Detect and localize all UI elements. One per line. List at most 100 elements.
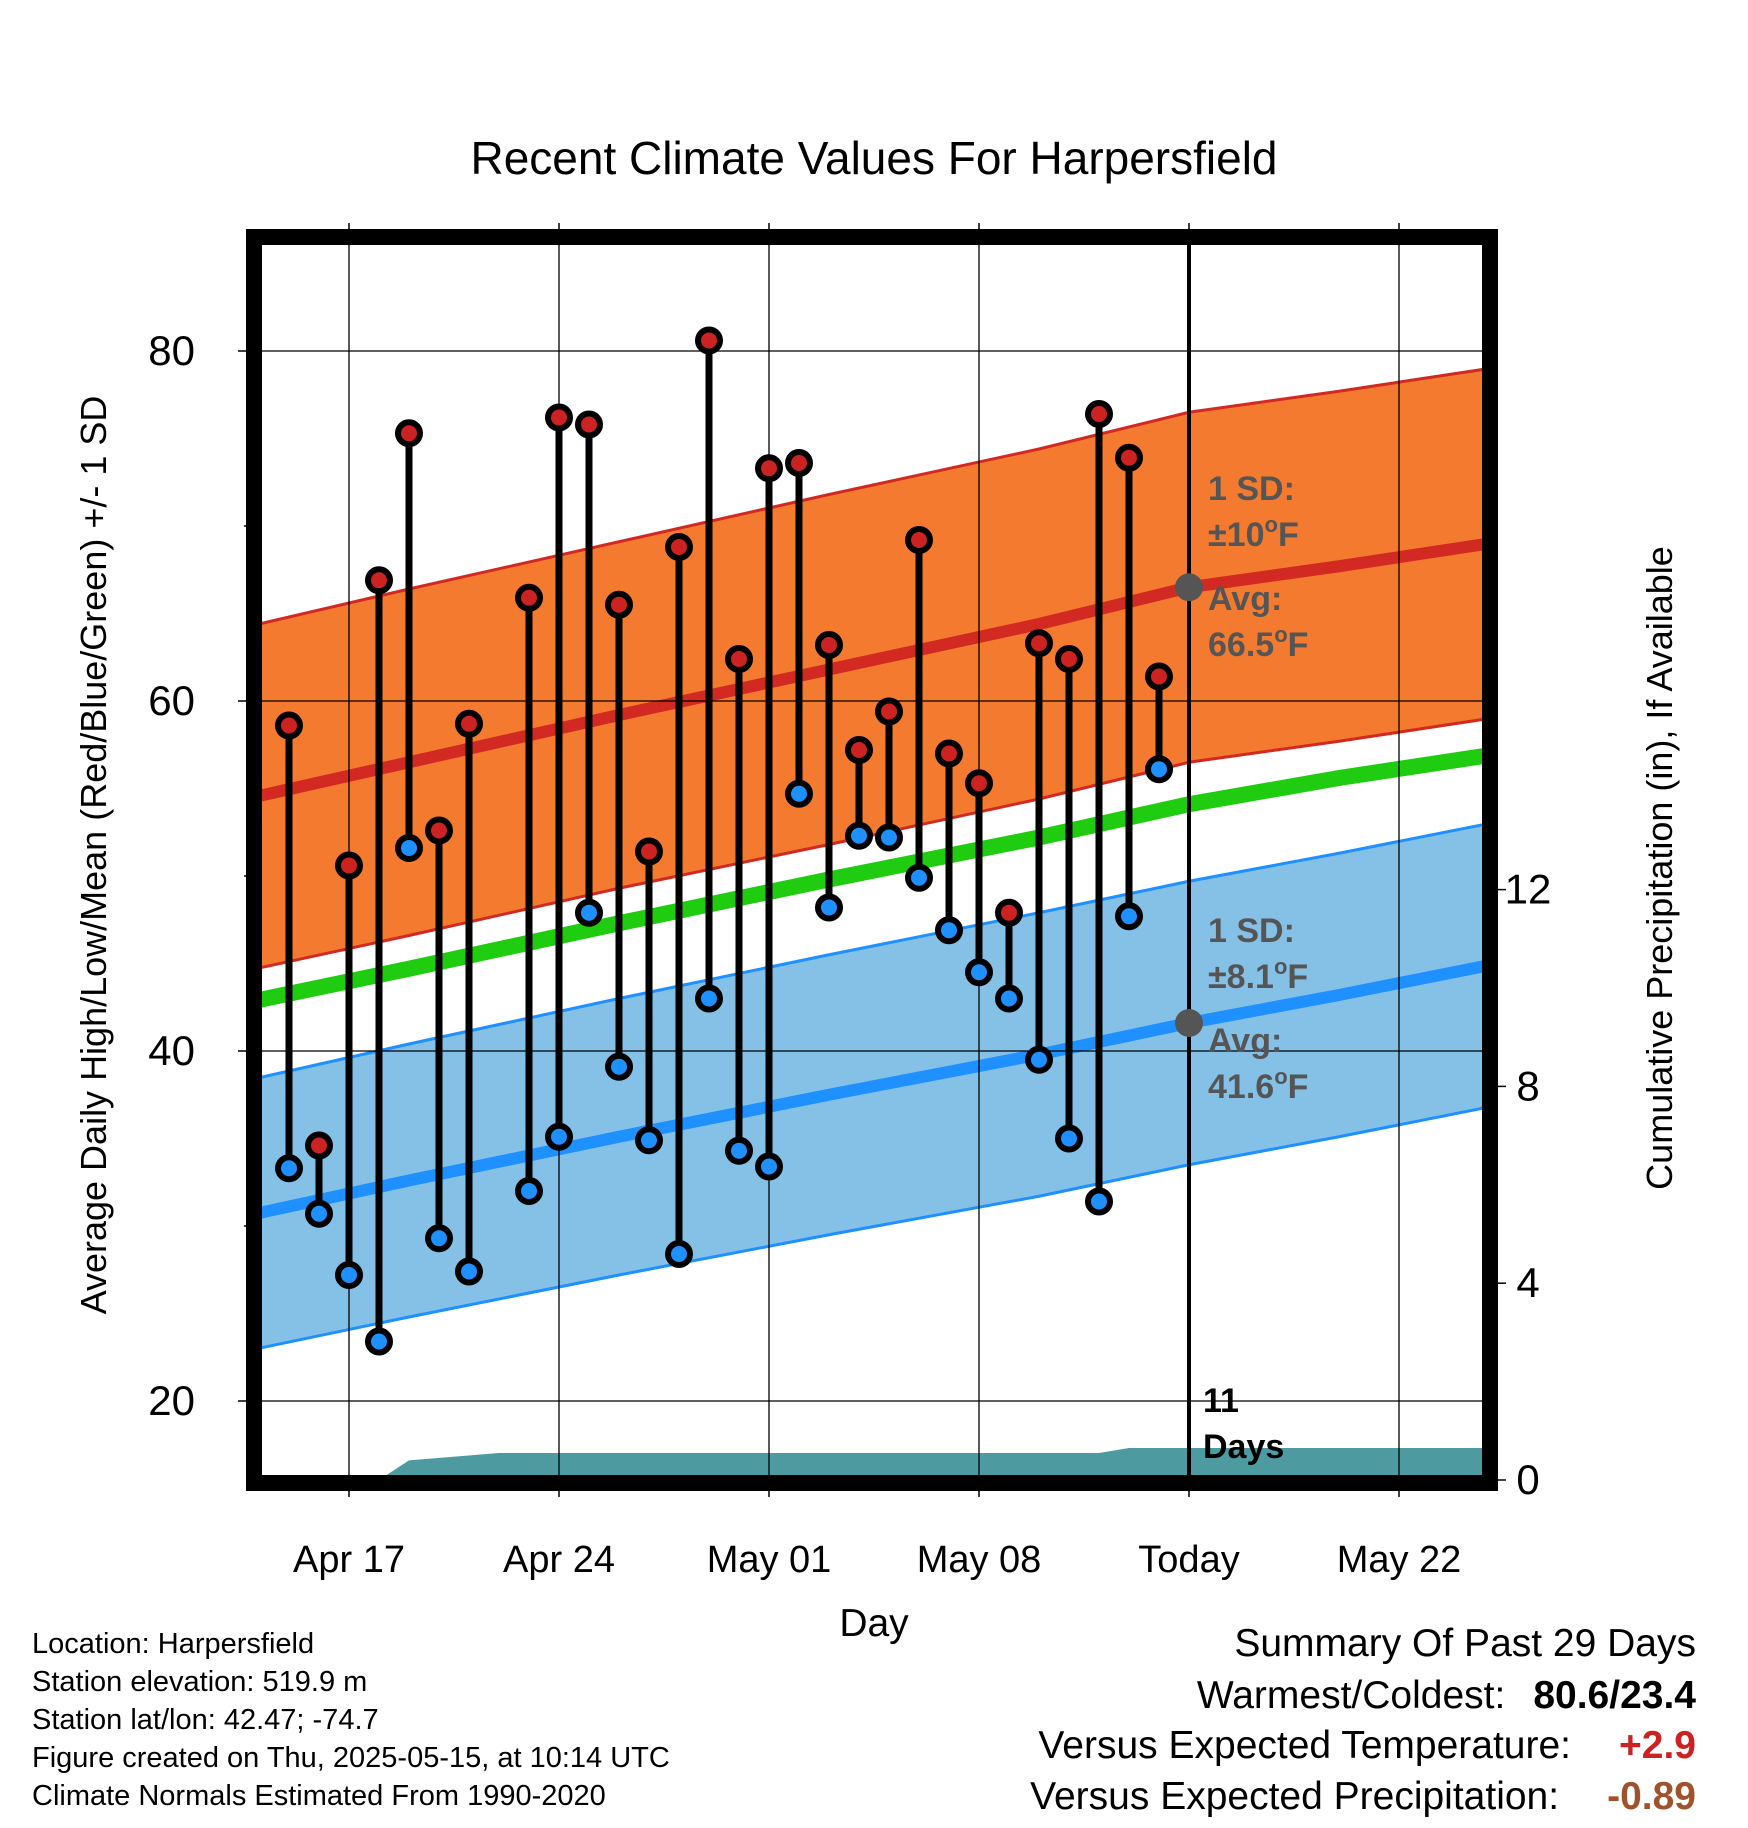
- daily-high-point: [905, 526, 933, 554]
- high-sd-value-degree: o: [1264, 512, 1277, 537]
- high-sd-value-unit: F: [1278, 516, 1299, 554]
- today-low-avg-marker: [1175, 1009, 1203, 1037]
- station-info: Location: Harpersfield Station elevation…: [32, 1625, 670, 1815]
- daily-low-point: [425, 1224, 453, 1253]
- daily-low-point: [905, 863, 933, 892]
- high-sd-label-main: 1 SD:: [1208, 470, 1295, 508]
- low-avg-label: Avg:: [1208, 1022, 1282, 1060]
- daily-high-point: [1025, 629, 1053, 658]
- daily-low-point: [635, 1126, 663, 1155]
- daily-high-point: [1085, 400, 1113, 428]
- daily-high-point: [605, 590, 633, 619]
- daily-high-point: [635, 837, 663, 866]
- daily-high-point: [395, 419, 423, 448]
- daily-low-point: [965, 958, 993, 987]
- daily-high-point: [875, 697, 903, 726]
- x-tick-label: May 22: [1337, 1539, 1462, 1581]
- y-tick-label-left: 20: [148, 1377, 195, 1424]
- daily-low-point: [455, 1257, 483, 1286]
- daily-low-point: [605, 1052, 633, 1081]
- info-created: Figure created on Thu, 2025-05-15, at 10…: [32, 1742, 670, 1774]
- high-avg-label-main: Avg:: [1208, 580, 1282, 618]
- high-avg-value-main: 66.5: [1208, 626, 1274, 664]
- daily-high-point: [425, 816, 453, 845]
- temp-label: Versus Expected Temperature:: [1038, 1724, 1571, 1767]
- high-sd-value-main: ±10: [1208, 516, 1264, 554]
- daily-high-point: [995, 898, 1023, 927]
- low-sd-lower-line: [262, 1106, 1482, 1350]
- low-sd-value-degree: o: [1274, 954, 1287, 979]
- daily-high-point: [545, 403, 573, 432]
- low-sd-value-main: ±8.1: [1208, 958, 1274, 996]
- normal-mean-line: [262, 748, 1482, 1008]
- y-tick-label-right: 0: [1516, 1456, 1539, 1503]
- x-tick-label: May 01: [707, 1539, 832, 1581]
- daily-low-point: [725, 1136, 753, 1165]
- y-axis-label-right: Cumulative Precipitation (in), If Availa…: [1639, 546, 1680, 1190]
- summary-warmest-coldest: Warmest/Coldest: 80.6/23.4: [1197, 1674, 1696, 1718]
- daily-low-point: [935, 916, 963, 945]
- daily-low-point: [665, 1240, 693, 1268]
- daily-low-point: [395, 834, 423, 862]
- daily-high-point: [695, 326, 723, 355]
- days-label: Days: [1203, 1428, 1284, 1466]
- high-sd-label: 1 SD:: [1208, 470, 1295, 508]
- daily-low-point: [515, 1177, 543, 1205]
- daily-low-point: [1055, 1124, 1083, 1153]
- precip-label: Versus Expected Precipitation:: [1030, 1775, 1560, 1818]
- daily-low-point: [875, 823, 903, 852]
- daily-low-point: [755, 1152, 783, 1181]
- daily-low-point: [275, 1154, 303, 1183]
- high-avg-value: 66.5oF: [1208, 622, 1308, 664]
- daily-low-point: [1025, 1045, 1053, 1074]
- daily-high-point: [665, 533, 693, 561]
- low-sd-value-unit: F: [1287, 958, 1308, 996]
- daily-high-point: [1115, 443, 1143, 472]
- high-avg-value-unit: F: [1288, 626, 1309, 664]
- daily-low-point: [575, 898, 603, 927]
- low-avg-label-main: Avg:: [1208, 1022, 1282, 1060]
- daily-low-point: [995, 984, 1023, 1013]
- low-avg-value-degree: o: [1274, 1064, 1287, 1089]
- precipitation-area: [262, 1448, 1482, 1475]
- chart-title: Recent Climate Values For Harpersfield: [470, 132, 1277, 184]
- daily-high-point: [725, 645, 753, 673]
- low-avg-value-unit: F: [1288, 1068, 1309, 1106]
- normal-high-line: [262, 538, 1482, 802]
- warmest-coldest-value: 80.6/23.4: [1533, 1674, 1696, 1717]
- x-tick-label: Apr 17: [293, 1539, 405, 1581]
- high-avg-label: Avg:: [1208, 580, 1282, 618]
- daily-high-point: [1055, 645, 1083, 673]
- summary-precipitation: Versus Expected Precipitation: -0.89: [1030, 1775, 1696, 1819]
- high-sd-value: ±10oF: [1208, 512, 1299, 554]
- plot-frame: [246, 229, 1498, 1491]
- daily-high-point: [845, 736, 873, 764]
- daily-low-point: [365, 1327, 393, 1356]
- y-tick-label-left: 80: [148, 327, 195, 374]
- high-avg-value-degree: o: [1274, 622, 1287, 647]
- x-tick-label: Today: [1138, 1539, 1239, 1581]
- daily-low-point: [695, 984, 723, 1013]
- high-sd-upper-line: [262, 368, 1482, 625]
- daily-low-point: [335, 1261, 363, 1289]
- plot-content: [262, 245, 1482, 1475]
- info-normals: Climate Normals Estimated From 1990-2020: [32, 1780, 606, 1812]
- daily-low-point: [305, 1199, 333, 1228]
- daily-high-point: [305, 1131, 333, 1160]
- precip-value: -0.89: [1607, 1775, 1696, 1818]
- daily-high-point: [515, 583, 543, 612]
- daily-high-point: [365, 566, 393, 595]
- high-sd-band: [262, 369, 1482, 968]
- low-sd-label: 1 SD:: [1208, 912, 1295, 950]
- daily-low-point: [1145, 755, 1173, 784]
- daily-low-point: [545, 1122, 573, 1151]
- low-sd-label-main: 1 SD:: [1208, 912, 1295, 950]
- info-elevation: Station elevation: 519.9 m: [32, 1666, 368, 1698]
- info-latlon: Station lat/lon: 42.47; -74.7: [32, 1704, 379, 1736]
- summary-temperature: Versus Expected Temperature: +2.9: [1038, 1724, 1696, 1768]
- low-avg-value: 41.6oF: [1208, 1064, 1308, 1106]
- normal-low-line: [262, 960, 1482, 1219]
- daily-high-point: [335, 851, 363, 880]
- high-sd-lower-line: [262, 718, 1482, 969]
- daily-low-point: [845, 821, 873, 850]
